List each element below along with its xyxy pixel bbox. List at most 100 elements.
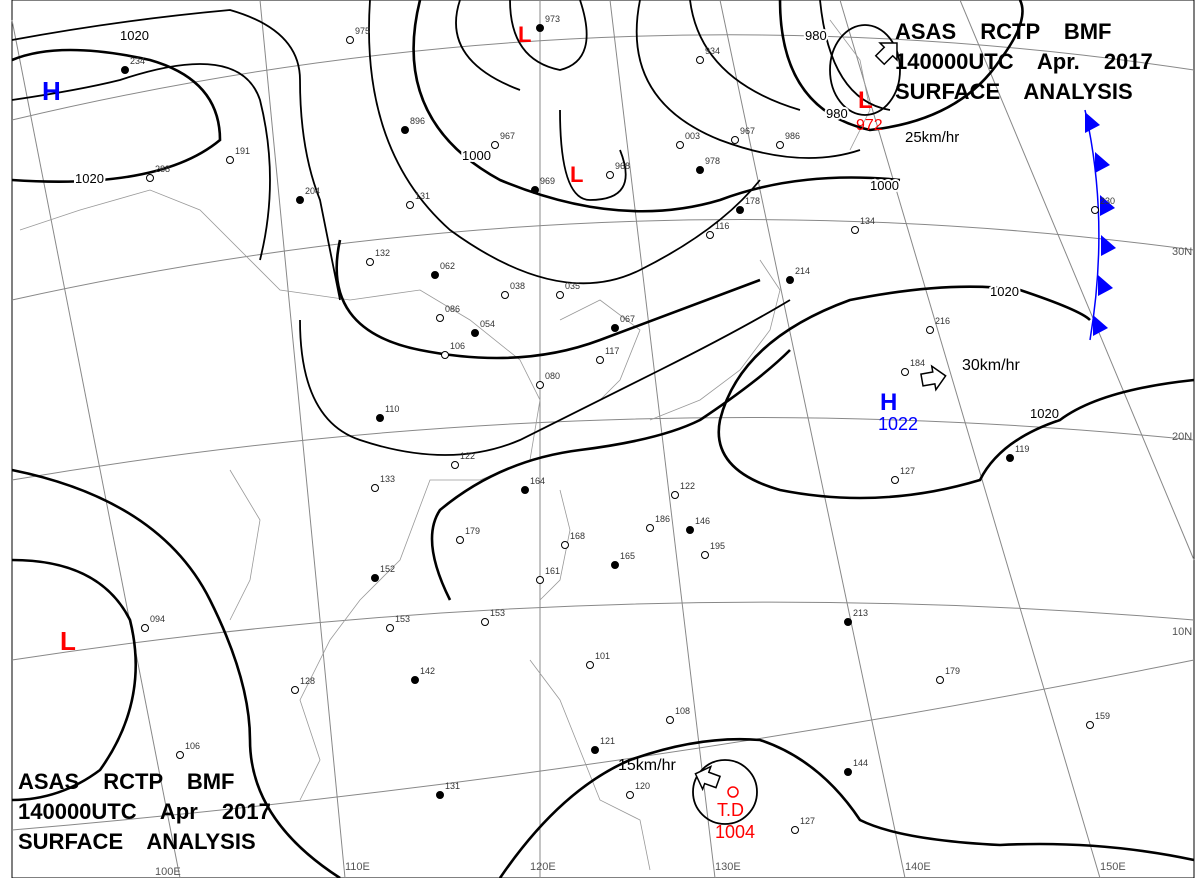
station-pressure: 120 <box>635 781 650 791</box>
station-symbol <box>666 716 674 724</box>
station-pressure: 106 <box>185 741 200 751</box>
station-pressure: 978 <box>705 156 720 166</box>
station-pressure: 038 <box>510 281 525 291</box>
station-symbol <box>596 356 604 364</box>
station-pressure: 168 <box>570 531 585 541</box>
station-symbol <box>436 791 444 799</box>
station-pressure: 973 <box>545 14 560 24</box>
station-pressure: 191 <box>235 146 250 156</box>
station-symbol <box>686 526 694 534</box>
center-pressure: 972 <box>856 117 883 134</box>
motion-arrow-icon <box>874 42 898 66</box>
station-symbol <box>291 686 299 694</box>
station-pressure: 896 <box>410 116 425 126</box>
station-pressure: 152 <box>380 564 395 574</box>
station-symbol <box>471 329 479 337</box>
station-symbol <box>436 314 444 322</box>
station-symbol <box>1086 721 1094 729</box>
station-symbol <box>926 326 934 334</box>
station-pressure: 035 <box>565 281 580 291</box>
station-pressure: 934 <box>705 46 720 56</box>
station-symbol <box>561 541 569 549</box>
station-pressure: 230 <box>1100 196 1115 206</box>
station-pressure: 967 <box>740 126 755 136</box>
station-symbol <box>521 486 529 494</box>
station-symbol <box>701 551 709 559</box>
station-symbol <box>536 24 544 32</box>
title-top-line3: SURFACE ANALYSIS <box>895 79 1133 104</box>
station-pressure: 121 <box>600 736 615 746</box>
motion-arrow-icon <box>694 765 722 792</box>
motion-speed: 30km/hr <box>962 357 1020 374</box>
station-symbol <box>936 676 944 684</box>
station-symbol <box>176 751 184 759</box>
station-symbol <box>901 368 909 376</box>
station-pressure: 288 <box>155 164 170 174</box>
station-pressure: 133 <box>380 474 395 484</box>
station-pressure: 179 <box>945 666 960 676</box>
station-symbol <box>536 381 544 389</box>
station-pressure: 080 <box>545 371 560 381</box>
station-pressure: 122 <box>680 481 695 491</box>
station-pressure: 234 <box>130 56 145 66</box>
station-symbol <box>844 618 852 626</box>
station-symbol <box>696 56 704 64</box>
lat-label: 20N <box>1172 431 1192 443</box>
station-symbol <box>791 826 799 834</box>
isobar-label: 1000 <box>870 178 899 193</box>
lat-lon-grid <box>11 0 1195 878</box>
station-symbol <box>226 156 234 164</box>
station-pressure: 184 <box>910 358 925 368</box>
station-symbol <box>646 524 654 532</box>
station-pressure: 969 <box>540 176 555 186</box>
station-pressure: 116 <box>715 221 729 231</box>
high-pressure-center: H <box>42 76 61 106</box>
title-bottom-line3: SURFACE ANALYSIS <box>18 829 256 854</box>
station-symbol <box>556 291 564 299</box>
title-bottom-line2: 140000UTC Apr 2017 <box>18 799 271 824</box>
station-symbol <box>776 141 784 149</box>
station-pressure: 216 <box>935 316 950 326</box>
station-symbol <box>501 291 509 299</box>
station-pressure: 062 <box>440 261 455 271</box>
station-pressure: 144 <box>853 758 868 768</box>
cold-front <box>1084 109 1116 341</box>
station-symbol <box>731 136 739 144</box>
station-symbol <box>891 476 899 484</box>
station-pressure: 101 <box>595 651 610 661</box>
station-symbol <box>671 491 679 499</box>
low-pressure-center: L <box>858 87 873 114</box>
high-pressure-center: H <box>880 389 897 416</box>
lon-label: 130E <box>715 861 741 873</box>
station-symbol <box>611 561 619 569</box>
station-symbol <box>1091 206 1099 214</box>
station-symbol <box>706 231 714 239</box>
station-symbol <box>481 618 489 626</box>
station-symbol <box>851 226 859 234</box>
station-plots: 234 288 191 204 131 132 062 086 106 054 038 035 067 1… <box>121 14 1115 834</box>
station-symbol <box>141 624 149 632</box>
lat-label: 30N <box>1172 246 1192 258</box>
isobar-label: 980 <box>805 28 827 43</box>
station-pressure: 179 <box>465 526 480 536</box>
lon-label: 120E <box>530 861 556 873</box>
center-pressure: 1022 <box>878 414 918 434</box>
station-symbol <box>401 126 409 134</box>
station-symbol <box>456 536 464 544</box>
title-top-line1: ASAS RCTP BMF <box>895 19 1112 44</box>
station-pressure: 153 <box>490 608 505 618</box>
station-symbol <box>406 201 414 209</box>
station-pressure: 159 <box>1095 711 1110 721</box>
lon-label: 100E <box>155 866 181 878</box>
isobar-label: 1020 <box>120 28 149 43</box>
station-symbol <box>586 661 594 669</box>
low-pressure-center: L <box>60 626 76 656</box>
station-symbol <box>146 174 154 182</box>
map-frame <box>11 0 1195 878</box>
isobar-label: 1020 <box>1030 406 1059 421</box>
station-pressure: 132 <box>375 248 390 258</box>
station-symbol <box>844 768 852 776</box>
isobars <box>11 0 1195 878</box>
station-pressure: 968 <box>615 161 630 171</box>
